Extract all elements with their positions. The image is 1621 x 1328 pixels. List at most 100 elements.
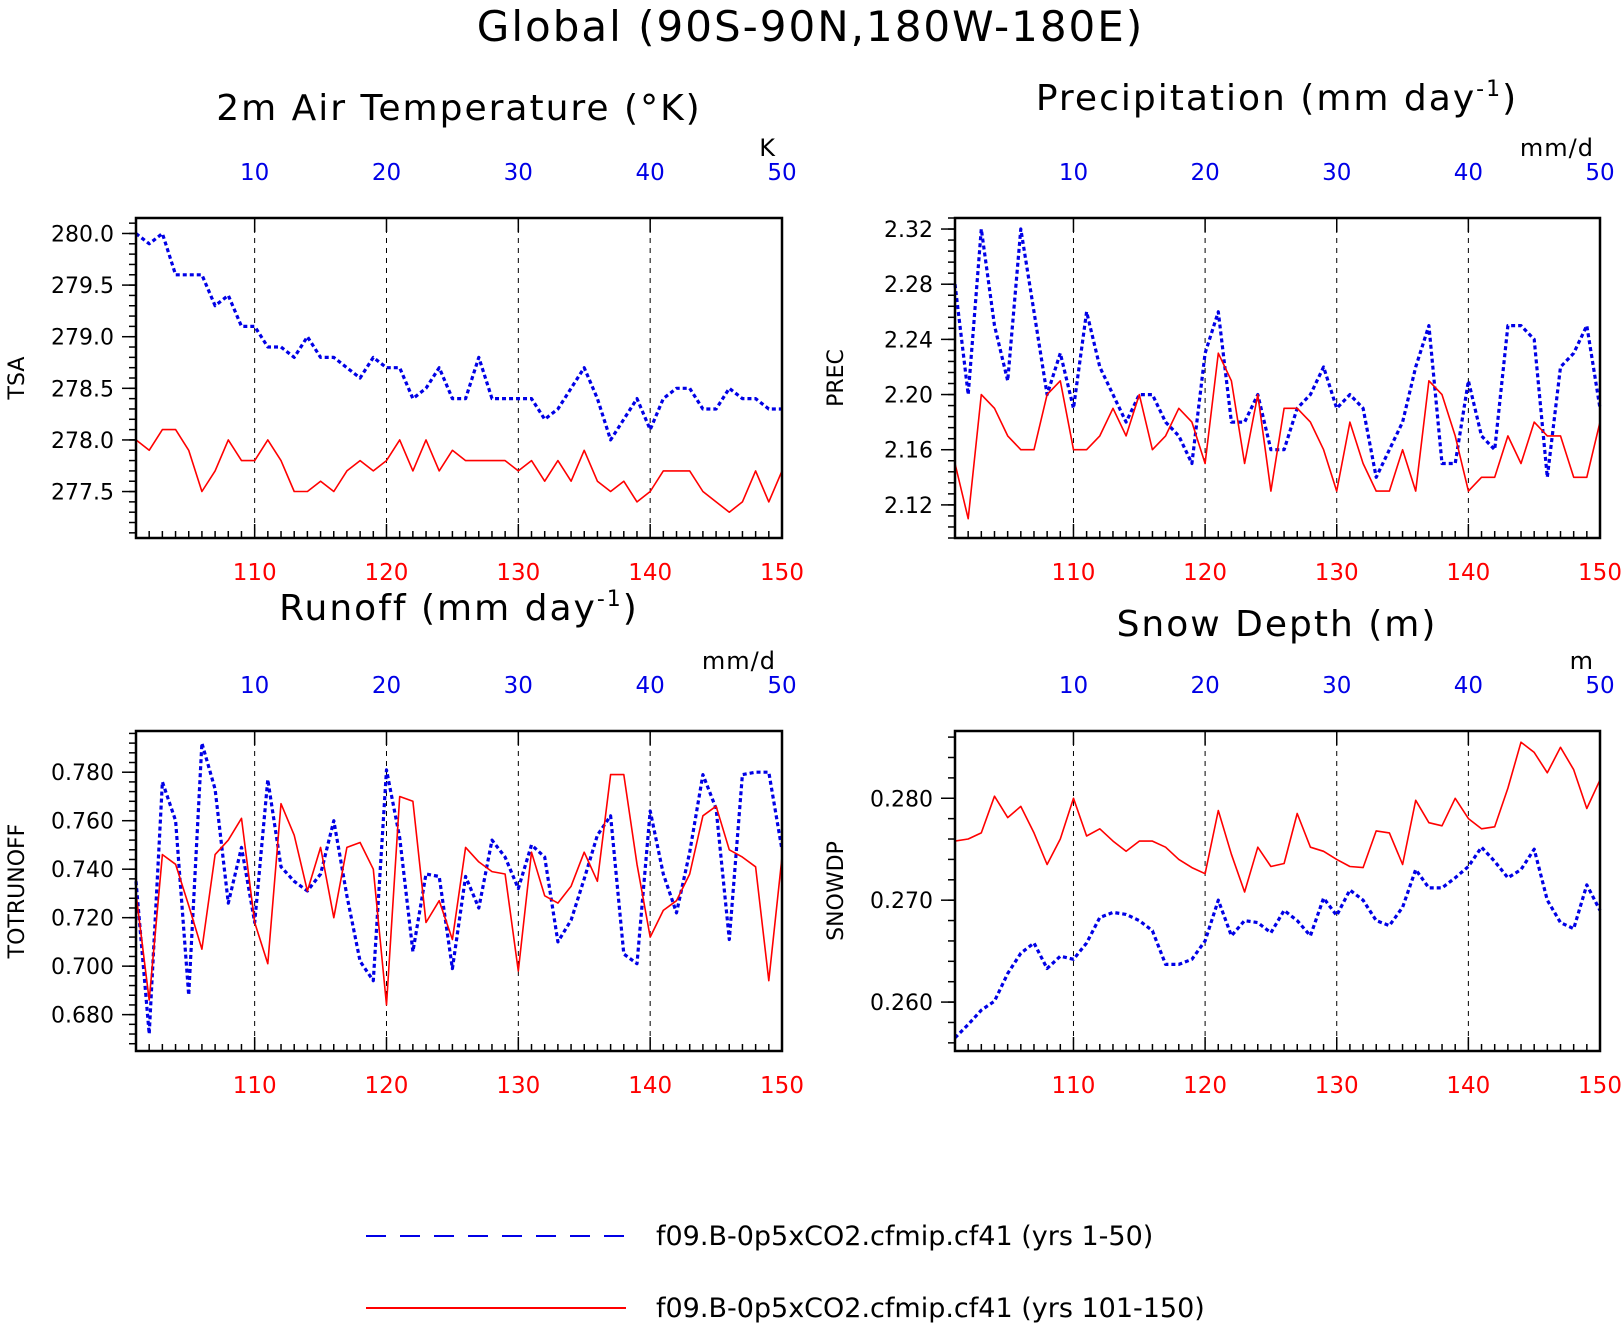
x-tick-label-top: 40 xyxy=(636,673,665,699)
legend-item-red: f09.B-0p5xCO2.cfmip.cf41 (yrs 101-150) xyxy=(366,1288,1205,1328)
x-tick-label-bottom: 120 xyxy=(1183,1073,1227,1099)
x-tick-label-top: 30 xyxy=(504,673,533,699)
x-tick-label-bottom: 110 xyxy=(233,560,277,586)
x-tick-label-top: 10 xyxy=(240,160,269,186)
x-tick-label-bottom: 120 xyxy=(365,560,409,586)
y-tick-label: 0.700 xyxy=(51,955,114,980)
y-tick-label: 2.28 xyxy=(884,273,933,298)
y-tick-label: 2.16 xyxy=(884,439,933,464)
series-yrs-1-50-tsa xyxy=(135,231,782,442)
panel-title-prec: Precipitation (mm day-1) xyxy=(1036,77,1518,119)
x-tick-label-bottom: 110 xyxy=(1052,560,1096,586)
panel-prec: Precipitation (mm day-1)mm/d PREC 2.12 2.16… xyxy=(824,77,1621,586)
plot-frame xyxy=(953,216,1602,540)
panel-title-superscript: -1 xyxy=(1476,77,1502,102)
x-tick-label-top: 30 xyxy=(1322,673,1351,699)
y-tick-label: 0.720 xyxy=(51,907,114,932)
x-tick-label-bottom: 110 xyxy=(233,1073,277,1099)
panel-title-snowdp: Snow Depth (m) xyxy=(1117,604,1438,645)
legend-label-red: f09.B-0p5xCO2.cfmip.cf41 (yrs 101-150) xyxy=(656,1292,1205,1324)
plot-frame xyxy=(134,216,784,540)
x-tick-label-top: 10 xyxy=(1059,160,1088,186)
x-tick-label-top: 50 xyxy=(1585,673,1614,699)
x-tick-label-top: 20 xyxy=(372,160,401,186)
x-tick-label-top: 20 xyxy=(1190,673,1219,699)
x-tick-label-bottom: 130 xyxy=(496,1073,540,1099)
panel-title-text: Precipitation (mm day xyxy=(1036,78,1476,119)
x-tick-label-top: 40 xyxy=(1454,160,1483,186)
panel-units-runoff: mm/d xyxy=(702,647,776,675)
x-tick-label-bottom: 110 xyxy=(1052,1073,1096,1099)
x-tick-label-bottom: 130 xyxy=(496,560,540,586)
legend-label-blue: f09.B-0p5xCO2.cfmip.cf41 (yrs 1-50) xyxy=(656,1220,1154,1252)
panel-title-tsa: 2m Air Temperature (°K) xyxy=(216,88,701,129)
panel-tsa: 2m Air Temperature (°K) K TSA 277.5 278.0 278… xyxy=(5,88,804,586)
x-tick-label-top: 40 xyxy=(636,160,665,186)
y-tick-label: 0.280 xyxy=(870,787,933,812)
x-tick-label-top: 10 xyxy=(1059,673,1088,699)
panel-title-close: ) xyxy=(623,588,639,629)
series-yrs-101-150-snowdp xyxy=(954,741,1601,893)
y-tick-label: 0.270 xyxy=(870,889,933,914)
x-tick-label-bottom: 150 xyxy=(1578,560,1621,586)
panel-units-prec: mm/d xyxy=(1520,134,1594,162)
x-tick-label-top: 50 xyxy=(1585,160,1614,186)
x-tick-label-top: 20 xyxy=(372,673,401,699)
y-axis-label-runoff: TOTRUNOFF xyxy=(5,824,30,960)
series-yrs-1-50-snowdp xyxy=(953,845,1602,1039)
x-tick-label-bottom: 140 xyxy=(1446,1073,1490,1099)
y-tick-label: 0.680 xyxy=(51,1004,114,1029)
series-yrs-101-150-tsa xyxy=(135,428,783,514)
x-tick-label-bottom: 140 xyxy=(628,560,672,586)
y-tick-label: 277.5 xyxy=(51,481,114,506)
x-tick-label-bottom: 140 xyxy=(1446,560,1490,586)
y-tick-label: 0.760 xyxy=(51,810,114,835)
x-tick-label-top: 50 xyxy=(767,673,796,699)
x-tick-label-bottom: 150 xyxy=(1578,1073,1621,1099)
legend-swatch-dashed xyxy=(366,1235,626,1237)
panel-snowdp: Snow Depth (m) m SNOWDP 0.260 0.270 0.280 110 1… xyxy=(824,604,1621,1099)
y-tick-label: 2.32 xyxy=(884,218,933,243)
x-tick-label-top: 10 xyxy=(240,673,269,699)
plot-frame xyxy=(134,729,784,1053)
y-tick-label: 279.5 xyxy=(51,274,114,299)
plot-frame xyxy=(953,729,1602,1053)
x-tick-label-bottom: 140 xyxy=(628,1073,672,1099)
y-tick-label: 0.260 xyxy=(870,991,933,1016)
panel-title-text: 2m Air Temperature (°K) xyxy=(216,88,701,129)
x-tick-label-top: 30 xyxy=(504,160,533,186)
panel-units-tsa: K xyxy=(759,134,776,162)
series-yrs-101-150-prec xyxy=(954,352,1601,520)
main-title: Global (90S-90N,180W-180E) xyxy=(476,2,1145,51)
y-tick-label: 2.24 xyxy=(884,328,933,353)
y-tick-label: 278.0 xyxy=(51,429,114,454)
x-tick-label-bottom: 120 xyxy=(1183,560,1227,586)
x-tick-label-bottom: 130 xyxy=(1315,560,1359,586)
legend-item-blue: f09.B-0p5xCO2.cfmip.cf41 (yrs 1-50) xyxy=(366,1216,1153,1256)
y-tick-label: 2.20 xyxy=(884,384,933,409)
panel-title-text: Runoff (mm day xyxy=(279,588,597,629)
panel-title-superscript: -1 xyxy=(597,587,623,612)
x-tick-label-bottom: 150 xyxy=(760,1073,804,1099)
x-tick-label-bottom: 130 xyxy=(1315,1073,1359,1099)
x-tick-label-bottom: 150 xyxy=(760,560,804,586)
y-axis-label-snowdp: SNOWDP xyxy=(824,841,849,941)
y-tick-label: 0.740 xyxy=(51,858,114,883)
x-tick-label-top: 30 xyxy=(1322,160,1351,186)
y-tick-label: 278.5 xyxy=(51,377,114,402)
legend-swatch-solid xyxy=(366,1307,626,1309)
panel-runoff: Runoff (mm day-1) mm/d TOTRUNOFF 0.680 0.700… xyxy=(5,587,804,1099)
panel-title-text: Snow Depth (m) xyxy=(1117,604,1438,645)
y-tick-label: 0.780 xyxy=(51,761,114,786)
x-tick-label-bottom: 120 xyxy=(365,1073,409,1099)
y-axis-label-prec: PREC xyxy=(824,349,849,407)
x-tick-label-top: 20 xyxy=(1190,160,1219,186)
y-tick-label: 280.0 xyxy=(51,222,114,247)
y-tick-label: 2.12 xyxy=(884,494,933,519)
panel-units-snowdp: m xyxy=(1570,647,1594,675)
x-tick-label-top: 50 xyxy=(767,160,796,186)
panel-title-runoff: Runoff (mm day-1) xyxy=(279,587,639,629)
series-yrs-1-50-runoff xyxy=(134,741,784,1036)
x-tick-label-top: 40 xyxy=(1454,673,1483,699)
